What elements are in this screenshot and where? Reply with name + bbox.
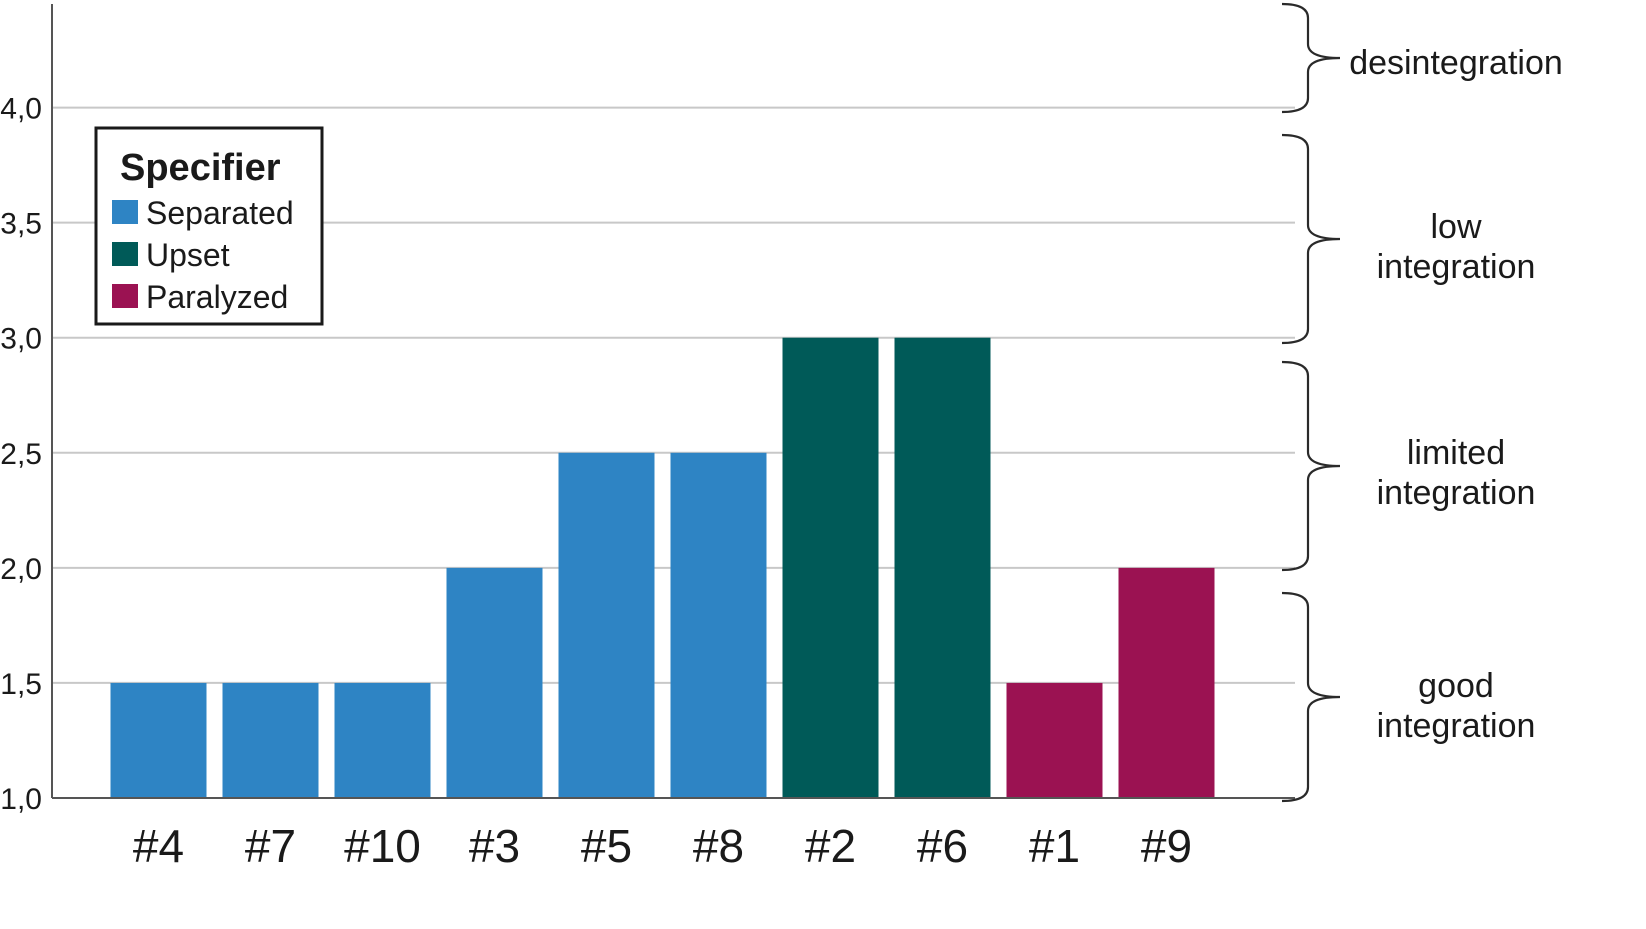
x-tick-label: #5	[581, 820, 632, 872]
x-tick-label: #6	[917, 820, 968, 872]
x-tick-label: #4	[133, 820, 184, 872]
y-tick-label: 3,5	[0, 208, 42, 241]
x-tick-label: #3	[469, 820, 520, 872]
y-tick-label: 3,0	[0, 323, 42, 356]
bars	[110, 337, 1215, 798]
bar-n4	[110, 682, 207, 798]
bar-n9	[1118, 567, 1215, 798]
legend: Specifier Separated Upset Paralyzed	[94, 126, 324, 326]
band-label: low	[1430, 208, 1481, 246]
legend-swatch	[112, 284, 138, 308]
y-tick-label: 1,0	[0, 783, 42, 816]
legend-title: Specifier	[120, 147, 281, 189]
x-tick-label: #8	[693, 820, 744, 872]
band-brace	[1281, 2, 1341, 114]
bar-n6	[894, 337, 991, 798]
legend-label: Separated	[146, 195, 294, 231]
band-brace	[1281, 360, 1341, 572]
band-label: integration	[1377, 707, 1536, 745]
legend-swatch	[112, 242, 138, 266]
band-brace	[1281, 591, 1341, 803]
y-tick-label: 2,0	[0, 553, 42, 586]
bar-n8	[670, 452, 767, 798]
y-tick-labels: 1,0 1,5 2,0 2,5 3,0 3,5 4,0	[0, 93, 42, 816]
bar-n3	[446, 567, 543, 798]
band-label: integration	[1377, 248, 1536, 286]
legend-label: Upset	[146, 237, 230, 273]
x-tick-label: #7	[245, 820, 296, 872]
y-tick-label: 2,5	[0, 438, 42, 471]
legend-label: Paralyzed	[146, 279, 288, 315]
integration-bands: desintegrationlowintegrationlimitedinteg…	[1281, 2, 1563, 803]
x-tick-label: #2	[805, 820, 856, 872]
y-tick-label: 4,0	[0, 93, 42, 126]
x-tick-label: #1	[1029, 820, 1080, 872]
legend-swatch	[112, 200, 138, 224]
bar-n1	[1006, 682, 1103, 798]
x-tick-labels: #4 #7 #10 #3 #5 #8 #2 #6 #1 #9	[133, 820, 1192, 872]
band-label: integration	[1377, 474, 1536, 512]
band-label: good	[1418, 667, 1494, 705]
band-label: limited	[1407, 434, 1505, 472]
band-brace	[1281, 133, 1341, 345]
x-tick-label: #9	[1141, 820, 1192, 872]
band-label: desintegration	[1349, 44, 1563, 82]
legend-items: Separated Upset Paralyzed	[112, 195, 294, 315]
bar-n10	[334, 682, 431, 798]
bar-n5	[558, 452, 655, 798]
y-tick-label: 1,5	[0, 668, 42, 701]
bar-n2	[782, 337, 879, 798]
bar-n7	[222, 682, 319, 798]
x-tick-label: #10	[344, 820, 421, 872]
